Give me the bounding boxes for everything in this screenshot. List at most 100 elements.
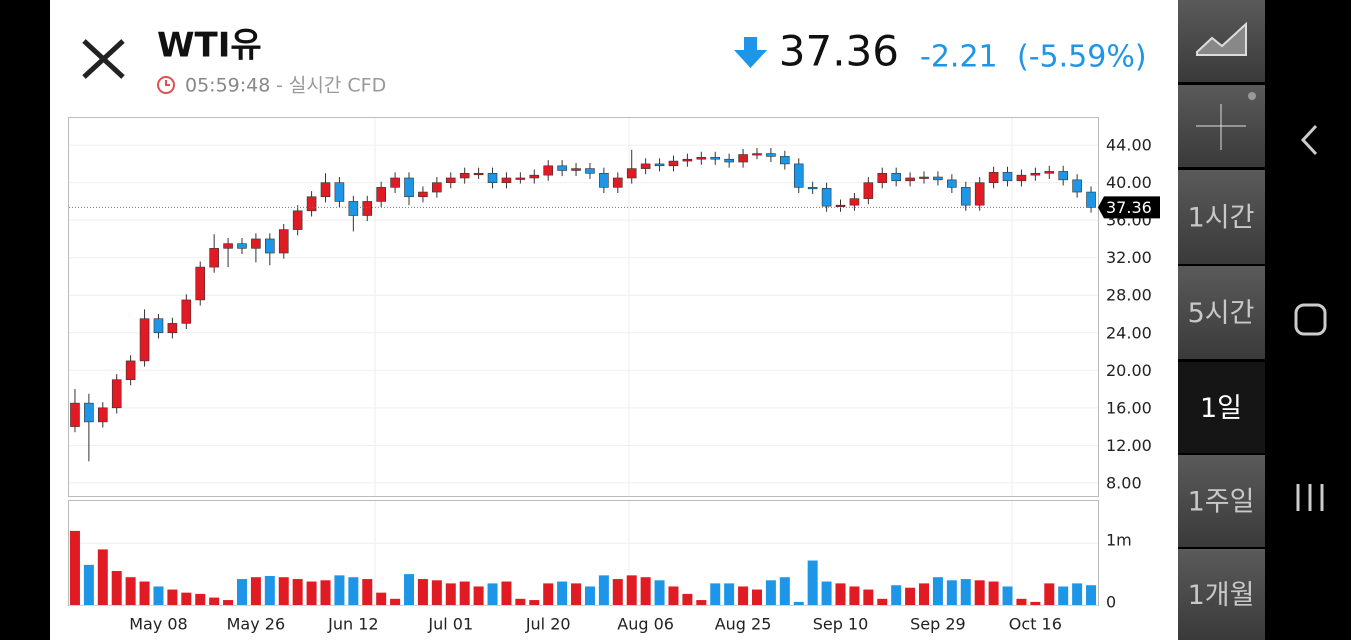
candle-body [654,163,665,167]
volume-bar [765,580,776,605]
candle-body [1030,172,1041,176]
candle-body [780,156,790,165]
volume-bar [682,593,693,605]
crosshair-icon [1196,104,1246,150]
interval-button[interactable] [1178,362,1265,453]
candle-body [793,163,804,188]
y-tick-label: 20.00 [1106,361,1152,380]
candle-body [195,266,206,301]
candle-body [766,153,776,157]
volume-bar [417,579,428,605]
chart-type-button[interactable] [1178,0,1265,82]
volume-bar [223,600,234,605]
volume-bar [668,586,679,605]
x-tick-label: May 08 [129,615,188,634]
candle-body [251,238,261,249]
volume-bar [654,580,665,605]
sidebar: 1시간 5시간 1일 1주일 1개월 [1178,0,1265,640]
candle-body [111,379,122,409]
candle-body [849,198,860,206]
volume-bar [515,598,526,605]
volume-tick-label: 1m [1106,531,1132,550]
home-button[interactable] [1294,303,1327,336]
panel [50,0,1178,640]
candle-body [445,177,456,183]
candle-body [599,172,609,188]
candle-body [70,402,80,427]
candle-body [404,177,414,198]
x-tick-label: Oct 16 [1009,615,1062,634]
y-tick-label: 32.00 [1106,248,1152,267]
candle-body [153,318,164,334]
volume-bar [250,577,261,605]
dot [1248,92,1256,100]
x-tick-label: Jun 12 [327,615,378,634]
candle-body [947,179,957,188]
volume-bar [348,577,359,605]
candle-body [237,243,247,249]
recents-button[interactable] [1296,484,1324,511]
candle-body [223,243,233,249]
volume-bar [390,598,401,605]
volume-bar [905,587,916,605]
interval-button[interactable] [1178,170,1265,264]
change: -2.21 [920,40,998,75]
volume-bar [557,581,568,605]
candle-body [320,182,331,198]
volume-bar [793,601,804,605]
volume-bar [710,583,721,605]
volume-bar [445,583,456,605]
candle-body [863,182,874,199]
candle-body [1086,191,1096,208]
volume-bar [640,577,651,605]
candle-body [501,177,512,183]
candle-body [84,402,94,423]
y-tick-label: 44.00 [1106,136,1152,155]
volume-bar [473,586,484,605]
candle-body [905,177,915,182]
interval-label: 1개월 [1188,580,1255,611]
volume-bar [626,575,637,605]
candle-body [181,299,192,324]
volume-bar [362,579,373,605]
volume-bar [404,574,415,605]
plot: 8.0012.0016.0020.0024.0028.0032.0036.004… [69,136,1160,634]
volume-bar [1072,583,1083,605]
candle-body [974,182,985,206]
volume-bar [571,583,582,605]
interval-button[interactable] [1178,549,1265,640]
candle-body [626,168,637,179]
candle-body [612,177,623,188]
candle-body [209,248,219,268]
volume-bar [751,589,762,605]
candle-body [738,154,748,163]
y-tick-label: 40.00 [1106,173,1152,192]
volume-bar [1002,586,1013,605]
current-price-label: 37.36 [1106,198,1152,217]
candle-body [724,158,734,163]
y-tick-label: 8.00 [1106,473,1142,492]
interval-button[interactable] [1178,266,1265,359]
volume-bar [209,597,220,605]
x-tick-label: Sep 10 [813,615,869,634]
candle-body [557,165,567,171]
interval-button[interactable] [1178,455,1265,547]
candle-body [139,318,150,362]
candle-body [97,407,108,423]
volume-bar [431,580,442,605]
volume-bar [584,586,595,605]
candle-body [334,182,345,202]
candle-body [432,182,442,193]
candle-body [696,157,707,160]
volume-bar [932,577,943,605]
volume-bar [1086,585,1097,605]
volume-bar [1016,598,1027,605]
close-button[interactable] [82,39,125,79]
back-button[interactable] [1300,124,1318,156]
candle-body [362,201,373,216]
volume-bar [738,586,749,605]
volume-bar [849,586,860,605]
volume-bar [863,589,874,605]
interval-label: 1주일 [1188,487,1255,518]
candle-body [473,172,484,176]
